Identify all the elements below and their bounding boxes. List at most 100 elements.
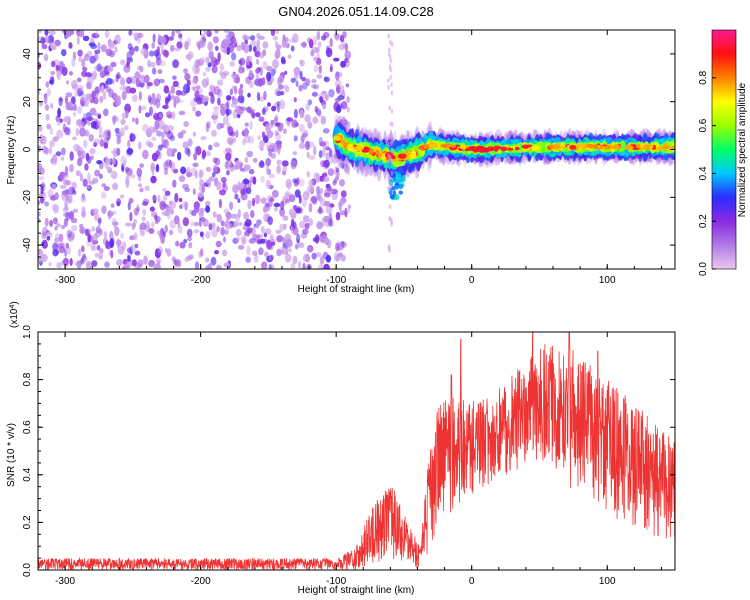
track-blob bbox=[430, 143, 437, 148]
track-blob bbox=[381, 153, 386, 161]
track-blob bbox=[464, 147, 469, 152]
noise-blob bbox=[68, 231, 76, 240]
noise-blob bbox=[293, 97, 297, 103]
noise-blob bbox=[139, 74, 145, 80]
noise-blob bbox=[138, 105, 142, 114]
noise-blob bbox=[84, 163, 89, 171]
noise-blob bbox=[80, 245, 85, 253]
noise-blob bbox=[110, 249, 114, 259]
noise-blob bbox=[305, 253, 311, 263]
noise-blob bbox=[162, 187, 167, 193]
noise-blob bbox=[316, 74, 323, 79]
branch-blob bbox=[396, 179, 402, 184]
noise-blob bbox=[145, 140, 152, 147]
y-tick-label: 0 bbox=[22, 146, 33, 152]
noise-blob bbox=[64, 189, 70, 195]
noise-blob bbox=[243, 211, 250, 220]
noise-blob bbox=[51, 204, 56, 211]
noise-blob bbox=[120, 119, 126, 125]
noise-blob bbox=[246, 150, 254, 158]
noise-blob bbox=[127, 255, 131, 262]
noise-blob bbox=[142, 208, 147, 216]
noise-blob bbox=[148, 228, 155, 234]
noise-blob bbox=[333, 33, 340, 39]
noise-blob bbox=[116, 201, 120, 207]
noise-blob bbox=[323, 200, 331, 207]
streak-blob bbox=[387, 159, 391, 165]
noise-blob bbox=[258, 247, 264, 256]
track-blob bbox=[624, 145, 632, 150]
noise-blob bbox=[154, 248, 162, 259]
noise-blob bbox=[162, 194, 168, 202]
noise-blob bbox=[339, 210, 346, 216]
noise-blob bbox=[97, 41, 101, 51]
noise-blob bbox=[151, 136, 157, 142]
noise-blob bbox=[298, 84, 303, 92]
noise-blob bbox=[244, 39, 248, 45]
noise-blob bbox=[192, 188, 196, 195]
noise-blob bbox=[52, 153, 58, 164]
noise-blob bbox=[177, 151, 182, 161]
x-tick-label: 0 bbox=[469, 275, 475, 286]
noise-blob bbox=[308, 183, 314, 194]
streak-blob bbox=[390, 170, 394, 176]
noise-blob bbox=[56, 129, 64, 139]
noise-blob bbox=[46, 88, 51, 97]
noise-blob bbox=[219, 63, 224, 72]
noise-blob bbox=[277, 146, 281, 155]
track-blob bbox=[592, 144, 599, 150]
noise-blob bbox=[265, 165, 270, 175]
noise-blob bbox=[94, 252, 100, 258]
noise-blob bbox=[174, 95, 180, 104]
noise-blob bbox=[178, 175, 186, 183]
noise-blob bbox=[112, 221, 119, 226]
noise-blob bbox=[46, 123, 51, 130]
noise-blob bbox=[77, 49, 83, 57]
streak-blob bbox=[387, 246, 391, 251]
noise-blob bbox=[116, 147, 121, 156]
noise-blob bbox=[205, 166, 212, 172]
snr-xlabel: Height of straight line (km) bbox=[298, 585, 415, 596]
noise-blob bbox=[170, 85, 175, 95]
noise-blob bbox=[94, 49, 101, 54]
noise-blob bbox=[238, 57, 246, 66]
noise-blob bbox=[316, 192, 321, 201]
noise-blob bbox=[297, 260, 302, 269]
noise-blob bbox=[124, 103, 131, 114]
noise-blob bbox=[220, 227, 225, 236]
noise-blob bbox=[137, 32, 142, 39]
noise-blob bbox=[278, 84, 284, 90]
noise-blob bbox=[225, 152, 232, 161]
track-blob bbox=[580, 143, 586, 148]
noise-blob bbox=[149, 106, 153, 116]
noise-blob bbox=[316, 30, 321, 41]
noise-blob bbox=[89, 107, 97, 116]
noise-blob bbox=[59, 60, 64, 65]
noise-blob bbox=[151, 67, 157, 75]
noise-blob bbox=[305, 103, 310, 111]
noise-blob bbox=[96, 160, 103, 165]
noise-blob bbox=[220, 122, 225, 129]
noise-blob bbox=[335, 211, 341, 221]
noise-blob bbox=[325, 254, 332, 263]
noise-blob bbox=[71, 58, 76, 67]
noise-blob bbox=[45, 81, 50, 88]
noise-blob bbox=[78, 84, 84, 92]
noise-blob bbox=[334, 79, 342, 88]
noise-blob bbox=[129, 234, 136, 241]
noise-blob bbox=[286, 117, 294, 122]
noise-blob bbox=[257, 144, 264, 150]
noise-blob bbox=[265, 122, 272, 132]
colorbar-ticks: 0.0 0.2 0.4 0.6 0.8 bbox=[698, 70, 716, 276]
noise-blob bbox=[165, 206, 172, 212]
noise-blob bbox=[94, 138, 101, 145]
noise-blob bbox=[275, 30, 279, 34]
noise-blob bbox=[110, 203, 115, 209]
noise-blob bbox=[226, 136, 234, 145]
noise-blob bbox=[344, 50, 352, 60]
noise-blob bbox=[120, 232, 124, 239]
noise-blob bbox=[82, 66, 88, 72]
noise-blob bbox=[158, 112, 163, 119]
noise-blob bbox=[86, 120, 91, 126]
noise-blob bbox=[71, 79, 78, 89]
